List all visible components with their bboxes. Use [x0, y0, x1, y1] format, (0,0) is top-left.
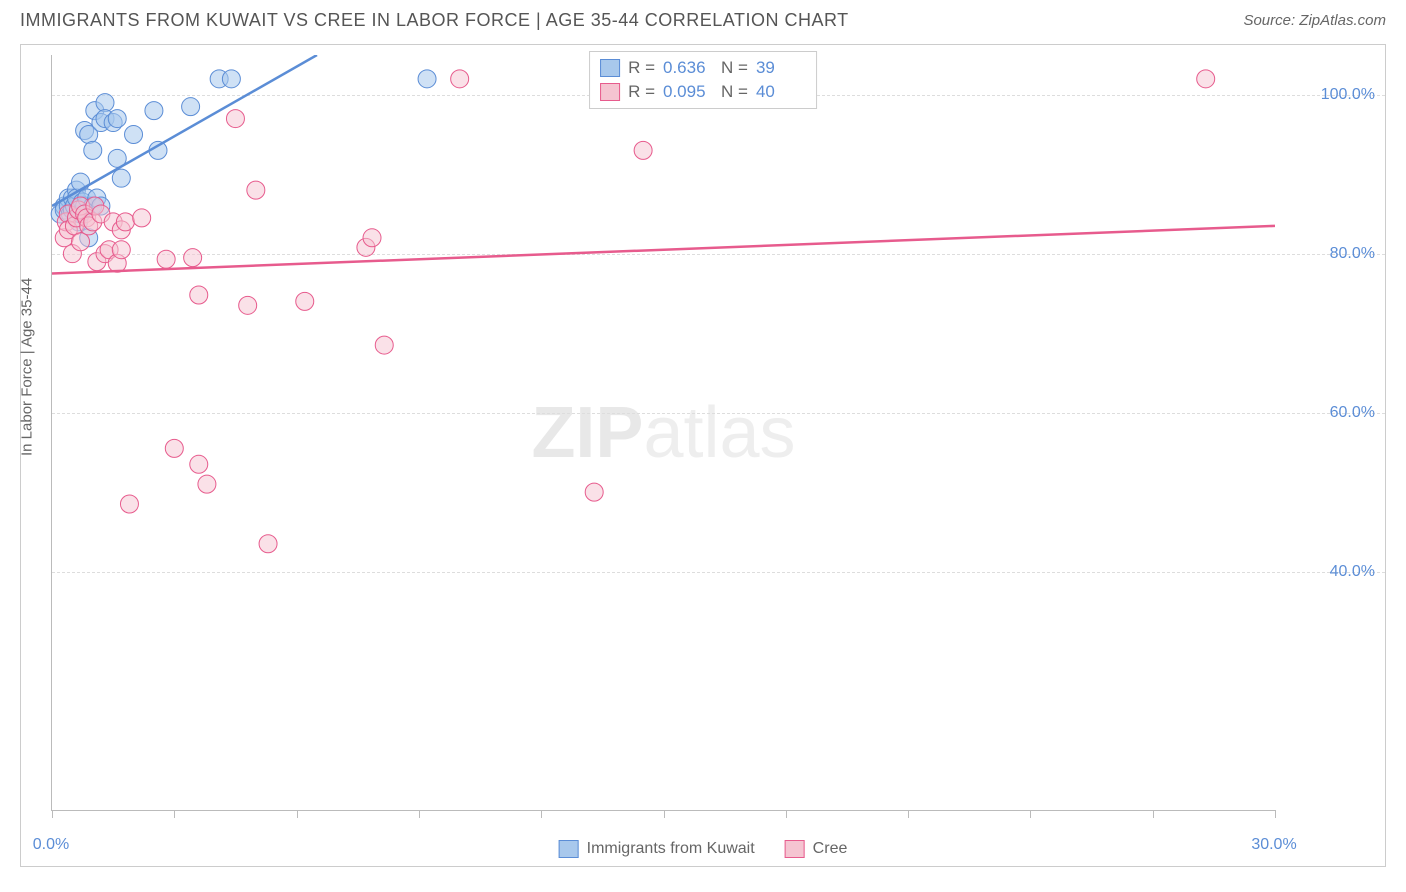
data-point	[451, 70, 469, 88]
x-tick	[1275, 810, 1276, 818]
data-point	[198, 475, 216, 493]
data-point	[145, 102, 163, 120]
y-tick-label: 40.0%	[1285, 563, 1375, 581]
x-tick	[297, 810, 298, 818]
legend-r-label: R =	[628, 82, 655, 102]
legend-series: Immigrants from Kuwait Cree	[559, 840, 848, 858]
x-tick	[419, 810, 420, 818]
data-point	[133, 209, 151, 227]
x-tick	[541, 810, 542, 818]
data-point	[157, 250, 175, 268]
data-point	[84, 141, 102, 159]
legend-item: Immigrants from Kuwait	[559, 840, 755, 858]
data-point	[190, 286, 208, 304]
data-point	[108, 110, 126, 128]
data-point	[1197, 70, 1215, 88]
x-tick	[52, 810, 53, 818]
data-point	[226, 110, 244, 128]
legend-item: Cree	[785, 840, 848, 858]
x-tick	[908, 810, 909, 818]
x-tick	[1030, 810, 1031, 818]
scatter-svg	[52, 55, 1275, 810]
chart-frame: In Labor Force | Age 35-44 ZIPatlas 40.0…	[20, 44, 1386, 867]
x-tick	[1153, 810, 1154, 818]
legend-swatch	[785, 840, 805, 858]
data-point	[585, 483, 603, 501]
x-tick-label: 0.0%	[33, 836, 69, 854]
x-tick	[174, 810, 175, 818]
data-point	[247, 181, 265, 199]
data-point	[112, 169, 130, 187]
y-axis-label: In Labor Force | Age 35-44	[19, 277, 36, 455]
legend-n-value: 39	[756, 58, 806, 78]
data-point	[184, 249, 202, 267]
data-point	[116, 213, 134, 231]
data-point	[165, 439, 183, 457]
data-point	[120, 495, 138, 513]
legend-swatch	[600, 59, 620, 77]
y-tick-label: 100.0%	[1285, 86, 1375, 104]
y-tick-label: 60.0%	[1285, 404, 1375, 422]
data-point	[259, 535, 277, 553]
legend-label: Immigrants from Kuwait	[587, 840, 755, 858]
y-tick-label: 80.0%	[1285, 245, 1375, 263]
data-point	[125, 125, 143, 143]
legend-stat-row: R = 0.095 N = 40	[600, 80, 806, 104]
x-tick	[664, 810, 665, 818]
data-point	[363, 229, 381, 247]
legend-r-label: R =	[628, 58, 655, 78]
data-point	[239, 296, 257, 314]
x-tick-label: 30.0%	[1251, 836, 1296, 854]
data-point	[222, 70, 240, 88]
plot-area: ZIPatlas 40.0%60.0%80.0%100.0%	[51, 55, 1275, 811]
legend-n-value: 40	[756, 82, 806, 102]
data-point	[296, 292, 314, 310]
data-point	[96, 94, 114, 112]
data-point	[375, 336, 393, 354]
x-tick	[786, 810, 787, 818]
data-point	[72, 233, 90, 251]
data-point	[182, 98, 200, 116]
legend-stats: R = 0.636 N = 39 R = 0.095 N = 40	[589, 51, 817, 109]
data-point	[418, 70, 436, 88]
data-point	[112, 241, 130, 259]
chart-source: Source: ZipAtlas.com	[1243, 12, 1386, 29]
legend-r-value: 0.095	[663, 82, 713, 102]
legend-n-label: N =	[721, 82, 748, 102]
trend-line	[52, 226, 1275, 274]
data-point	[190, 455, 208, 473]
legend-n-label: N =	[721, 58, 748, 78]
series-cree	[55, 70, 1214, 553]
chart-title: IMMIGRANTS FROM KUWAIT VS CREE IN LABOR …	[20, 10, 849, 31]
legend-r-value: 0.636	[663, 58, 713, 78]
legend-label: Cree	[813, 840, 848, 858]
legend-swatch	[559, 840, 579, 858]
data-point	[634, 141, 652, 159]
legend-swatch	[600, 83, 620, 101]
legend-stat-row: R = 0.636 N = 39	[600, 56, 806, 80]
